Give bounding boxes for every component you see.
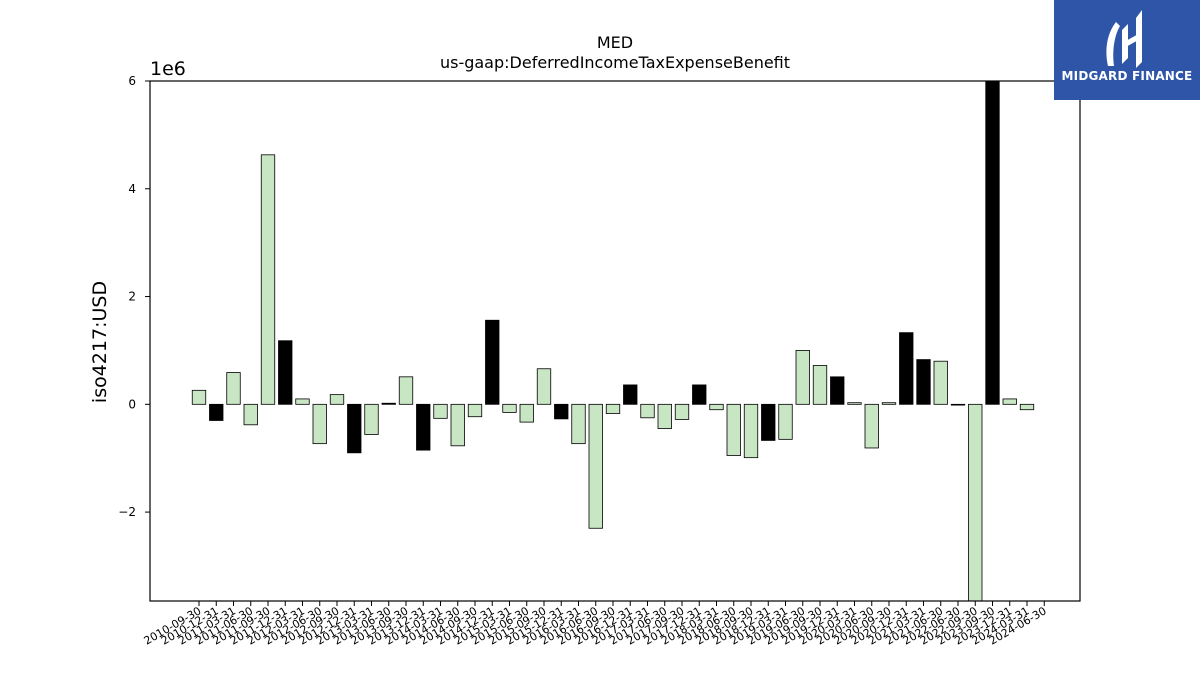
bar-2012-06-30 bbox=[312, 403, 327, 445]
bar-2016-09-30 bbox=[605, 403, 621, 414]
bar-2023-09-30 bbox=[985, 80, 1000, 405]
chart-title: MED bbox=[597, 33, 633, 52]
bar-2013-12-31 bbox=[416, 403, 431, 451]
bar-2012-03-31 bbox=[295, 398, 310, 405]
bar-2013-03-31 bbox=[364, 403, 379, 435]
y-tick-label: 2 bbox=[128, 290, 136, 304]
bar-2016-12-31 bbox=[623, 384, 638, 405]
bar-2011-03-31 bbox=[226, 372, 241, 405]
y-tick-label: 4 bbox=[128, 182, 136, 196]
bar-2014-12-31 bbox=[485, 319, 500, 405]
bar-2020-03-31 bbox=[847, 402, 862, 405]
bar-2010-12-31 bbox=[209, 403, 224, 421]
bar-2019-03-31 bbox=[778, 403, 793, 440]
bar-2017-12-31 bbox=[692, 384, 707, 405]
bars-group bbox=[191, 80, 1035, 602]
midgard-finance-logo: MIDGARD FINANCE bbox=[1054, 0, 1200, 100]
bar-2022-09-30 bbox=[968, 403, 983, 602]
bar-2019-12-31 bbox=[830, 376, 845, 405]
bar-2017-06-30 bbox=[657, 403, 672, 429]
bar-2015-06-30 bbox=[519, 403, 534, 423]
y-tick-label: 0 bbox=[128, 397, 136, 411]
bar-2012-09-30 bbox=[329, 394, 345, 405]
bar-2015-03-31 bbox=[502, 403, 517, 413]
bar-2018-03-31 bbox=[709, 403, 724, 411]
y-ticks-group: −2 0 2 4 6 bbox=[118, 74, 150, 519]
bar-2013-06-30 bbox=[381, 402, 396, 405]
bar-2023-12-31 bbox=[1002, 398, 1017, 405]
bar-2014-09-30 bbox=[467, 403, 483, 418]
bar-2017-09-30 bbox=[674, 403, 690, 420]
y-tick-label: −2 bbox=[118, 505, 136, 519]
bar-2020-09-30 bbox=[881, 402, 897, 405]
bar-2010-09-30 bbox=[191, 389, 207, 405]
plot-frame bbox=[149, 80, 1081, 602]
bar-2011-06-30 bbox=[243, 403, 258, 426]
bar-2021-06-30 bbox=[933, 360, 948, 405]
midgard-logo-icon bbox=[1106, 10, 1142, 68]
bar-2020-12-31 bbox=[899, 332, 914, 405]
bar-2018-09-30 bbox=[743, 403, 759, 459]
y-tick-label: 6 bbox=[128, 74, 136, 88]
bar-2014-06-30 bbox=[450, 403, 465, 447]
bar-2018-06-30 bbox=[726, 403, 741, 456]
bar-2022-06-30 bbox=[950, 403, 966, 406]
bar-2019-09-30 bbox=[812, 365, 828, 405]
bar-2015-12-31 bbox=[554, 403, 569, 420]
bar-2013-09-30 bbox=[398, 376, 414, 405]
bar-2018-12-31 bbox=[761, 403, 776, 441]
y-scale-label: 1e6 bbox=[150, 58, 186, 80]
bar-2011-09-30 bbox=[260, 154, 276, 405]
bar-2015-09-30 bbox=[536, 368, 552, 405]
bar-2020-06-30 bbox=[864, 403, 879, 449]
logo-text: MIDGARD FINANCE bbox=[1061, 69, 1193, 83]
bar-2021-03-31 bbox=[916, 359, 931, 405]
bar-2014-03-31 bbox=[433, 403, 448, 419]
bar-2024-03-31 bbox=[1019, 403, 1035, 411]
bar-2016-06-30 bbox=[588, 403, 603, 529]
y-axis-label: iso4217:USD bbox=[89, 281, 111, 403]
bar-2016-03-31 bbox=[571, 403, 586, 445]
bar-2019-06-30 bbox=[795, 350, 810, 405]
bar-2012-12-31 bbox=[347, 403, 362, 454]
chart-subtitle: us-gaap:DeferredIncomeTaxExpenseBenefit bbox=[440, 53, 790, 72]
bar-2017-03-31 bbox=[640, 403, 655, 419]
x-ticks-group: 2010-09-302010-12-312011-03-312011-06-30… bbox=[142, 601, 1049, 648]
bar-2011-12-31 bbox=[278, 340, 293, 405]
